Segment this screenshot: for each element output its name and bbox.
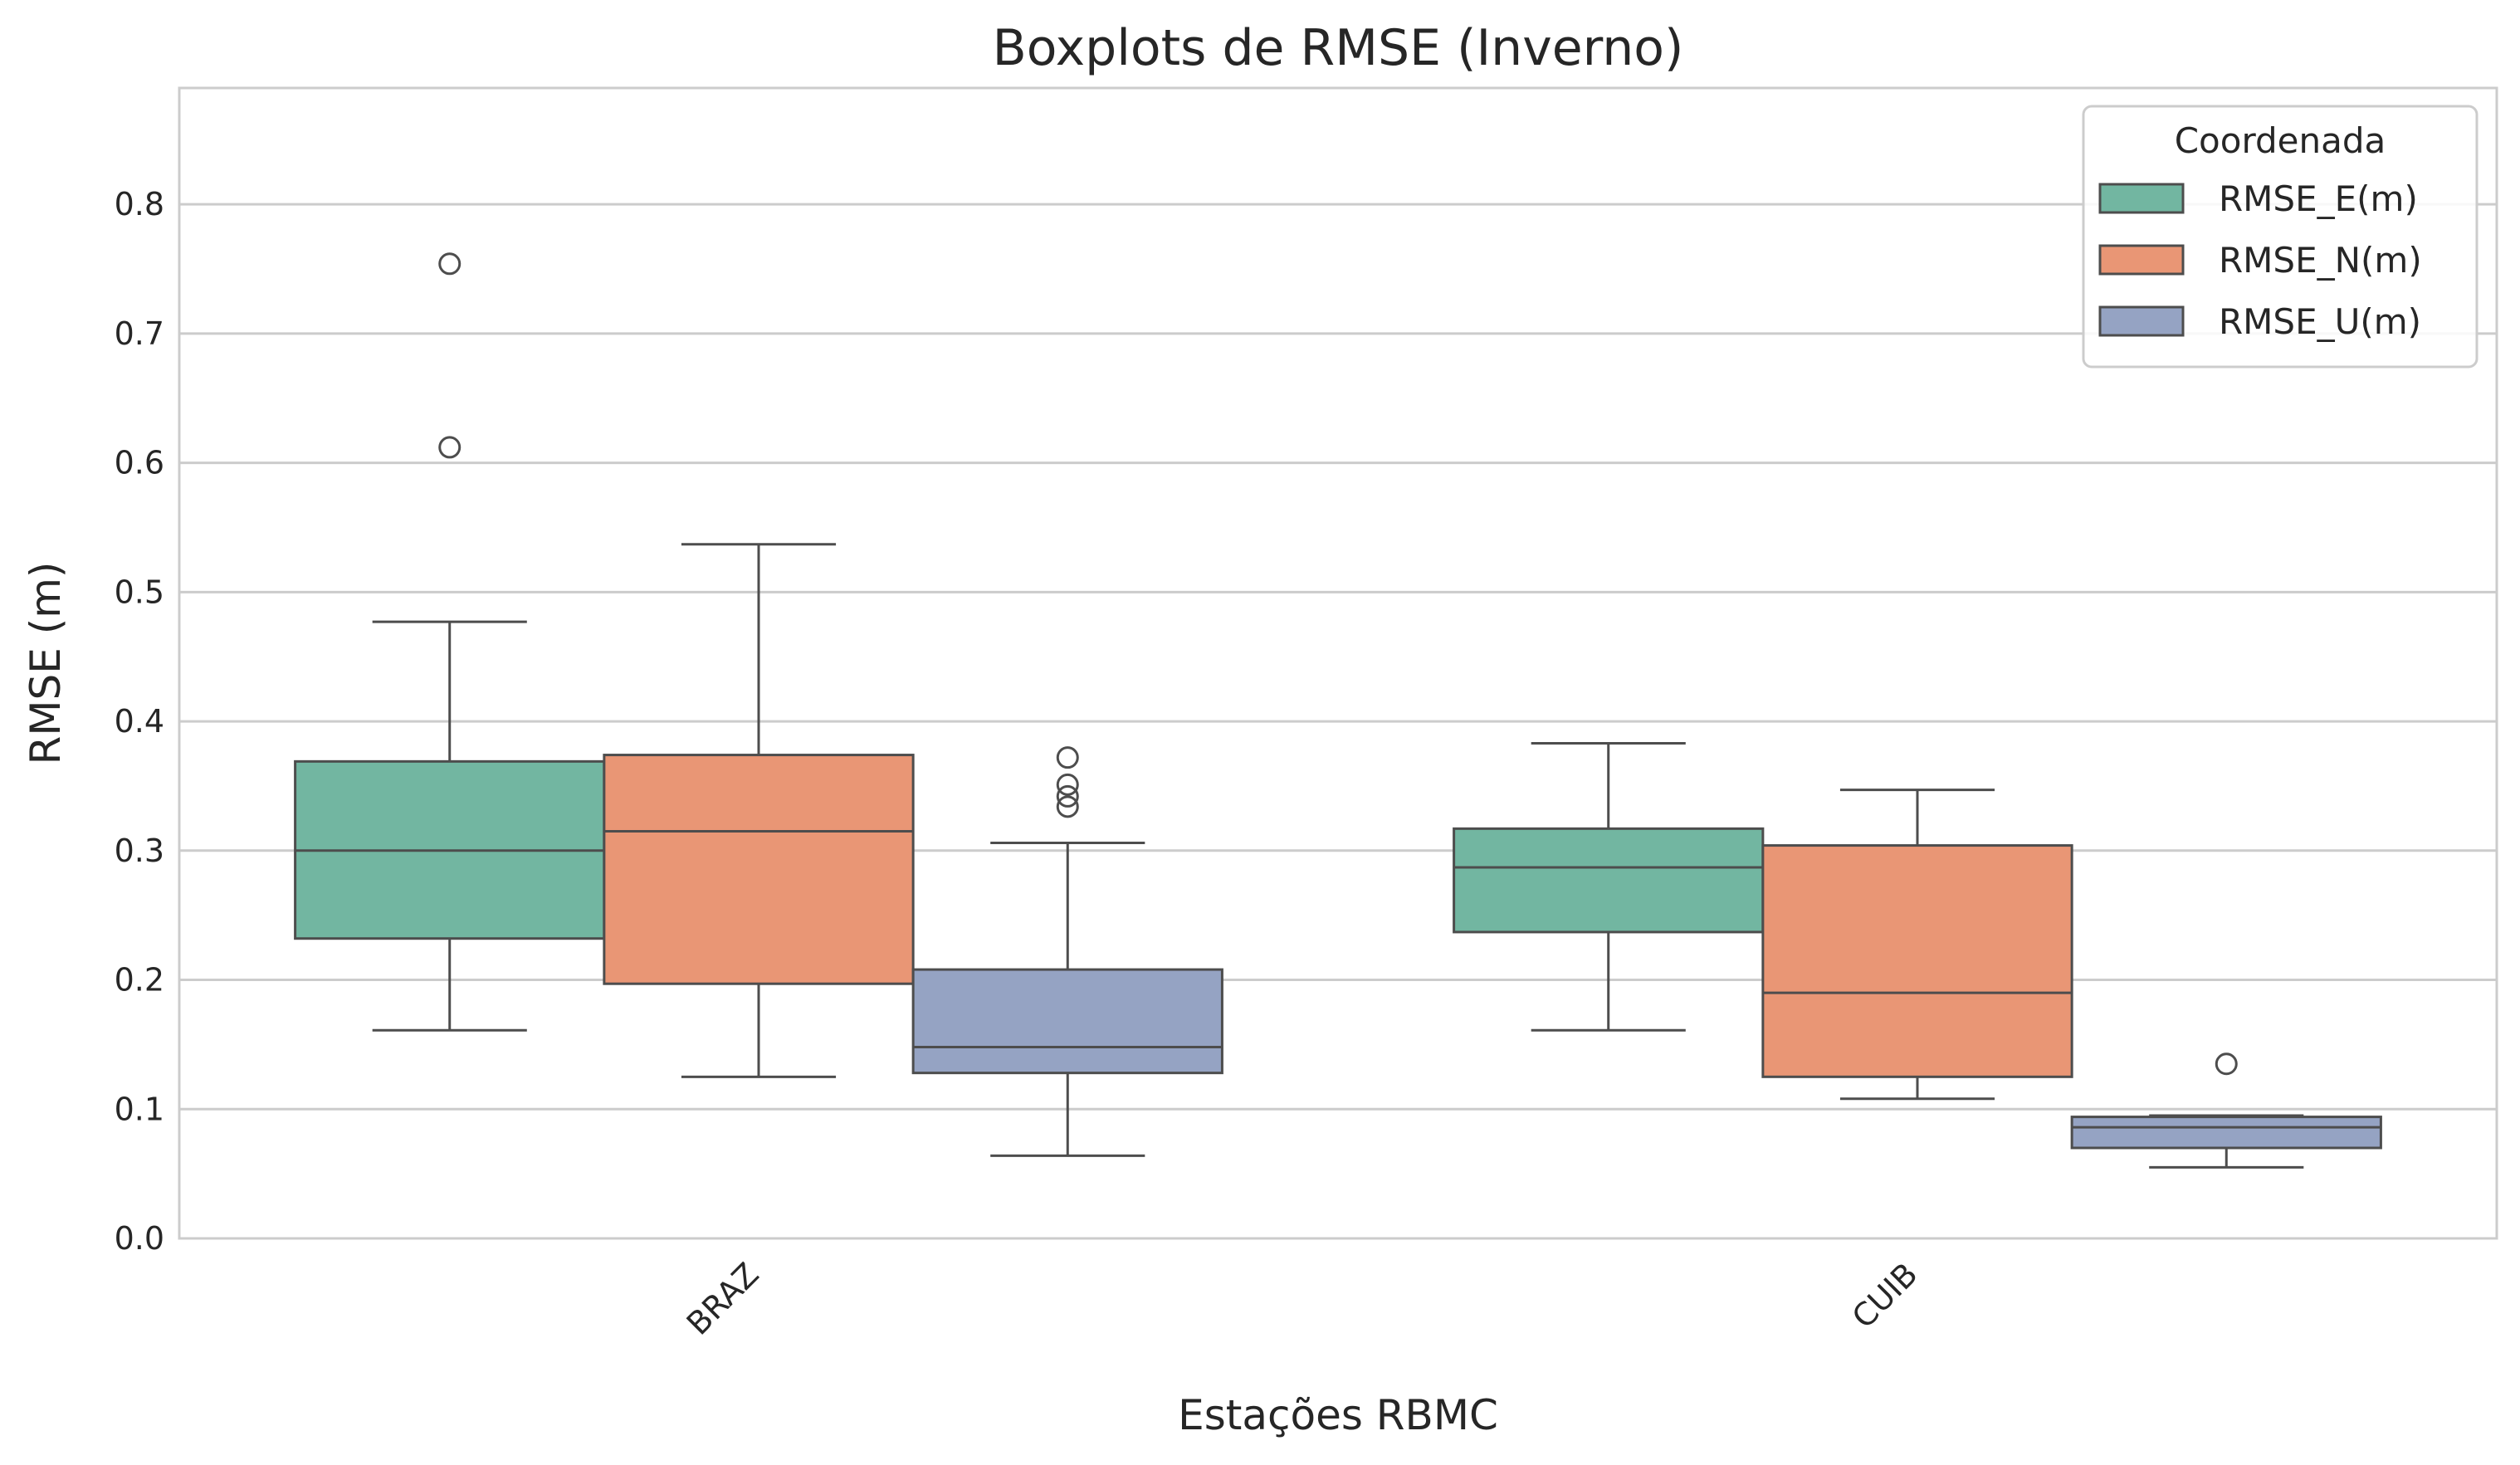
y-tick-label: 0.5 (115, 574, 164, 610)
y-tick-label: 0.8 (115, 186, 164, 222)
iqr-box (1761, 844, 2073, 1078)
box-braz-series-0 (294, 252, 606, 1032)
y-ticks: 0.0 0.1 0.2 0.3 0.4 0.5 0.6 0.7 0.8 (115, 186, 164, 1257)
y-tick-label: 0.2 (115, 962, 164, 999)
y-tick-label: 0.1 (115, 1091, 164, 1127)
box-cuib-series-1 (1761, 789, 2073, 1101)
plot-frame (178, 86, 2498, 1240)
legend-entry-label: RMSE_E(m) (2219, 178, 2418, 219)
legend-swatch (2098, 244, 2185, 276)
box-braz-series-2 (911, 746, 1223, 1157)
iqr-box (2070, 1116, 2382, 1150)
box-braz-series-1 (603, 543, 915, 1078)
legend-swatch (2098, 183, 2185, 214)
outlier-point (1056, 773, 1079, 796)
iqr-box (1453, 827, 1765, 934)
y-tick-label: 0.3 (115, 833, 164, 869)
outlier-point (1056, 746, 1079, 769)
iqr-box (603, 754, 915, 985)
y-tick-label: 0.0 (115, 1220, 164, 1257)
iqr-box (911, 968, 1223, 1075)
boxes (294, 252, 2382, 1169)
legend-entry-label: RMSE_U(m) (2219, 301, 2421, 342)
outlier-point (2215, 1052, 2238, 1076)
chart-title: Boxplots de RMSE (Inverno) (993, 19, 1684, 77)
outlier-point (1056, 795, 1079, 818)
y-tick-label: 0.6 (115, 445, 164, 481)
legend-swatch (2098, 305, 2185, 337)
legend: Coordenada RMSE_E(m) RMSE_N(m) RMSE_U(m) (2082, 105, 2478, 369)
legend-entry-label: RMSE_N(m) (2219, 240, 2422, 281)
outlier-point (1056, 784, 1079, 808)
outlier-point (438, 436, 462, 459)
box-cuib-series-0 (1453, 742, 1765, 1032)
x-axis-label: Estações RBMC (1178, 1391, 1498, 1439)
y-axis-label: RMSE (m) (22, 562, 70, 765)
legend-title: Coordenada (2175, 120, 2386, 161)
box-cuib-series-2 (2070, 1052, 2382, 1169)
legend-box (2082, 105, 2478, 369)
outlier-point (438, 252, 462, 276)
y-tick-label: 0.7 (115, 315, 164, 352)
y-tick-label: 0.4 (115, 703, 164, 740)
